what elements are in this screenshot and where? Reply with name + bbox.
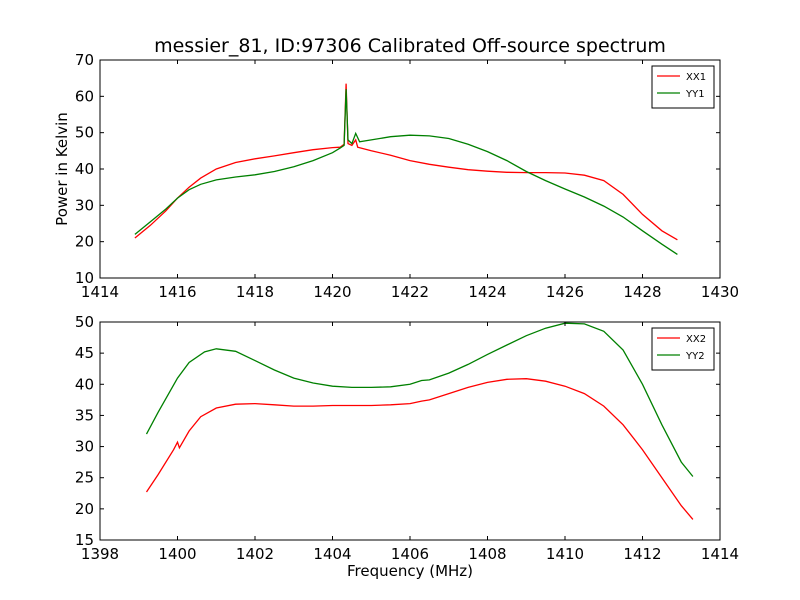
y-axis-label: Power in Kelvin	[53, 112, 71, 226]
x-tick-label: 1422	[391, 283, 429, 301]
top-spectrum-plot: 1414 1416 1418 1420 1422 1424 1426 1428 1430 10 20…	[53, 51, 739, 301]
legend-box	[651, 65, 715, 109]
y-tick-label: 45	[75, 344, 94, 362]
series-line-yy2	[145, 322, 694, 477]
x-tick-label: 1402	[236, 545, 274, 563]
legend-label-xx2: XX2	[686, 334, 706, 345]
x-tick-label: 1398	[81, 545, 119, 563]
y-tick-label: 30	[75, 196, 94, 214]
legend-label-yy2: YY2	[685, 351, 705, 362]
x-tick-label: 1428	[623, 283, 661, 301]
x-tick-label: 1404	[313, 545, 351, 563]
series-line-xx1	[134, 83, 678, 241]
x-tick-label: 1400	[158, 545, 196, 563]
x-tick-label: 1420	[313, 283, 351, 301]
x-tick-label: 1408	[468, 545, 506, 563]
y-tick-label: 20	[75, 500, 94, 518]
y-tick-label: 15	[75, 531, 94, 549]
y-tick-label: 70	[75, 51, 94, 69]
y-tick-label: 60	[75, 87, 94, 105]
x-tick-label: 1426	[546, 283, 584, 301]
x-tick-label: 1412	[623, 545, 661, 563]
x-tick-label: 1424	[468, 283, 506, 301]
legend-box	[651, 327, 715, 371]
x-tick-label: 1430	[701, 283, 739, 301]
x-tick-label: 1410	[546, 545, 584, 563]
series-line-xx2	[145, 378, 694, 520]
figure-title: messier_81, ID:97306 Calibrated Off-sour…	[154, 35, 666, 57]
legend: XX2 YY2	[651, 327, 715, 371]
y-tick-label: 40	[75, 160, 94, 178]
x-tick-label: 1414	[701, 545, 739, 563]
y-tick-label: 50	[75, 313, 94, 331]
x-axis-label: Frequency (MHz)	[347, 562, 473, 580]
y-tick-label: 10	[75, 269, 94, 287]
y-tick-label: 40	[75, 375, 94, 393]
x-tick-label: 1406	[391, 545, 429, 563]
x-tick-label: 1416	[158, 283, 196, 301]
y-tick-label: 25	[75, 469, 94, 487]
legend: XX1 YY1	[651, 65, 715, 109]
y-tick-label: 50	[75, 124, 94, 142]
legend-label-yy1: YY1	[685, 89, 705, 100]
y-tick-label: 35	[75, 406, 94, 424]
y-tick-label: 20	[75, 233, 94, 251]
legend-label-xx1: XX1	[686, 72, 706, 83]
x-tick-label: 1418	[236, 283, 274, 301]
x-tick-label: 1414	[81, 283, 119, 301]
series-line-yy1	[134, 89, 678, 255]
y-tick-label: 30	[75, 438, 94, 456]
bottom-spectrum-plot: 1398 1400 1402 1404 1406 1408 1410 1412 1414 15 20…	[75, 313, 739, 580]
